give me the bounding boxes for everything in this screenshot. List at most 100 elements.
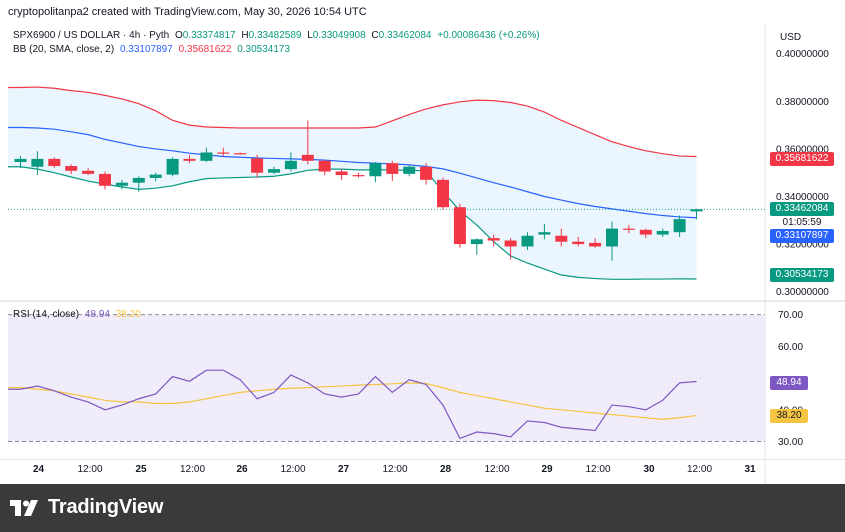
candle-body-27 [470, 239, 483, 245]
candle-body-2 [48, 158, 61, 167]
candle-body-12 [217, 152, 230, 154]
candle-body-24 [420, 166, 433, 180]
rsi-axis-tick-1: 60.00 [778, 342, 803, 353]
price-axis-tick-3: 0.34000000 [776, 192, 829, 203]
time-axis-tick-4: 26 [236, 464, 248, 475]
currency-label[interactable]: USD [780, 32, 802, 43]
bb-lower-value: 0.30534173 [237, 44, 291, 55]
time-axis-tick-5: 12:00 [280, 464, 305, 475]
tradingview-logo-icon [10, 499, 38, 516]
candle-body-20 [352, 175, 365, 177]
candle-body-19 [335, 171, 348, 176]
tradingview-logo[interactable]: TradingView [10, 496, 163, 519]
time-axis-tick-0: 24 [33, 464, 45, 475]
candle-body-22 [386, 163, 399, 174]
open-label: O [174, 30, 183, 41]
candle-body-15 [268, 169, 280, 173]
price-axis-tick-0: 0.40000000 [776, 49, 829, 60]
high-value: 0.33482589 [248, 30, 302, 41]
bb-basis-price-tag: 0.33107897 [770, 229, 834, 243]
rsi-price-tag: 48.94 [770, 376, 808, 390]
last-price-tag: 0.33462084 [770, 202, 834, 216]
candle-body-16 [284, 160, 297, 170]
candle-body-33 [572, 241, 585, 245]
rsi-axis-tick-0: 70.00 [778, 310, 803, 321]
rsi-ma-price-tag: 38.20 [770, 409, 808, 423]
candle-body-1 [31, 158, 44, 167]
candle-body-37 [639, 229, 652, 235]
open-value: 0.33374817 [182, 30, 236, 41]
bb-lower-line [8, 166, 697, 280]
rsi-line [8, 369, 697, 440]
candle-body-14 [251, 158, 264, 173]
candle-body-11 [200, 152, 213, 161]
rsi-legend-value: 48.94 [84, 309, 110, 320]
chart-panel[interactable]: 0.40000000 0.38000000 0.36000000 0.34000000… [0, 24, 845, 484]
bb-upper-value: 0.35681622 [178, 44, 232, 55]
bb-upper-price-tag: 0.35681622 [770, 152, 834, 166]
candle-body-7 [132, 177, 145, 183]
time-axis-tick-9: 12:00 [484, 464, 509, 475]
candle-body-8 [149, 174, 162, 178]
bb-basis-line [8, 126, 697, 219]
close-label: C [371, 30, 379, 41]
candle-body-13 [234, 153, 247, 155]
bb-lower-price-tag: 0.30534173 [770, 268, 834, 282]
footer: TradingView [0, 484, 845, 532]
price-axis-tick-4: 0.32000000 [776, 240, 829, 251]
candle-body-25 [437, 179, 449, 208]
time-axis-tick-14: 31 [744, 464, 756, 475]
bb-basis-value: 0.33107897 [119, 44, 173, 55]
candle-body-28 [487, 238, 500, 241]
time-axis-tick-13: 12:00 [687, 464, 712, 475]
candle-body-4 [82, 170, 95, 174]
candle-body-5 [99, 173, 111, 186]
candle-body-38 [656, 231, 669, 235]
rsi-band-fill [8, 314, 765, 442]
price-axis-tick-2: 0.36000000 [776, 144, 829, 155]
high-label: H [241, 30, 249, 41]
rsi-axis-tick-3: 30.00 [778, 437, 803, 448]
rsi-ma-line [8, 382, 697, 420]
candle-body-23 [403, 166, 416, 174]
low-label: L [307, 30, 313, 41]
symbol-name[interactable]: SPX6900 / US DOLLAR · 4h · Pyth [13, 30, 170, 41]
time-axis-tick-6: 27 [338, 464, 350, 475]
time-axis-tick-1: 12:00 [77, 464, 102, 475]
bar-countdown: 01:05:59 [770, 216, 834, 229]
bb-fill [8, 87, 697, 280]
chart-caption: cryptopolitanpa2 created with TradingVie… [8, 6, 367, 18]
bb-upper-line [8, 86, 697, 158]
time-axis-tick-12: 30 [643, 464, 655, 475]
time-axis-tick-7: 12:00 [382, 464, 407, 475]
low-value: 0.33049908 [312, 30, 366, 41]
candle-body-17 [301, 154, 314, 161]
candle-body-21 [369, 163, 382, 177]
time-axis-tick-10: 29 [541, 464, 553, 475]
time-axis-tick-2: 25 [135, 464, 147, 475]
candle-body-40 [690, 209, 703, 212]
candle-body-32 [555, 235, 568, 242]
candle-body-10 [183, 158, 196, 161]
caption-bar: cryptopolitanpa2 created with TradingVie… [0, 0, 845, 24]
price-legend: SPX6900 / US DOLLAR · 4h · Pyth O0.33374… [13, 30, 543, 41]
chart-canvas[interactable]: 0.40000000 0.38000000 0.36000000 0.34000000… [0, 24, 845, 484]
candle-body-29 [504, 240, 517, 247]
bb-label[interactable]: BB (20, SMA, close, 2) [13, 44, 115, 55]
candle-body-18 [318, 160, 331, 172]
price-axis-tick-5: 0.30000000 [776, 287, 829, 298]
rsi-legend: RSI (14, close) 48.94 38.20 [13, 309, 144, 320]
candle-body-0 [14, 158, 27, 162]
candle-body-34 [589, 242, 602, 247]
price-axis-tick-1: 0.38000000 [776, 97, 829, 108]
time-axis-tick-3: 12:00 [180, 464, 205, 475]
rsi-label[interactable]: RSI (14, close) [13, 309, 80, 320]
bb-legend: BB (20, SMA, close, 2) 0.33107897 0.3568… [13, 44, 293, 55]
rsi-ma-legend-value: 38.20 [115, 309, 141, 320]
candle-body-3 [65, 166, 78, 171]
tradingview-logo-text: TradingView [48, 496, 164, 518]
candle-body-31 [538, 232, 551, 235]
time-axis-tick-8: 28 [440, 464, 452, 475]
close-value: 0.33462084 [378, 30, 432, 41]
